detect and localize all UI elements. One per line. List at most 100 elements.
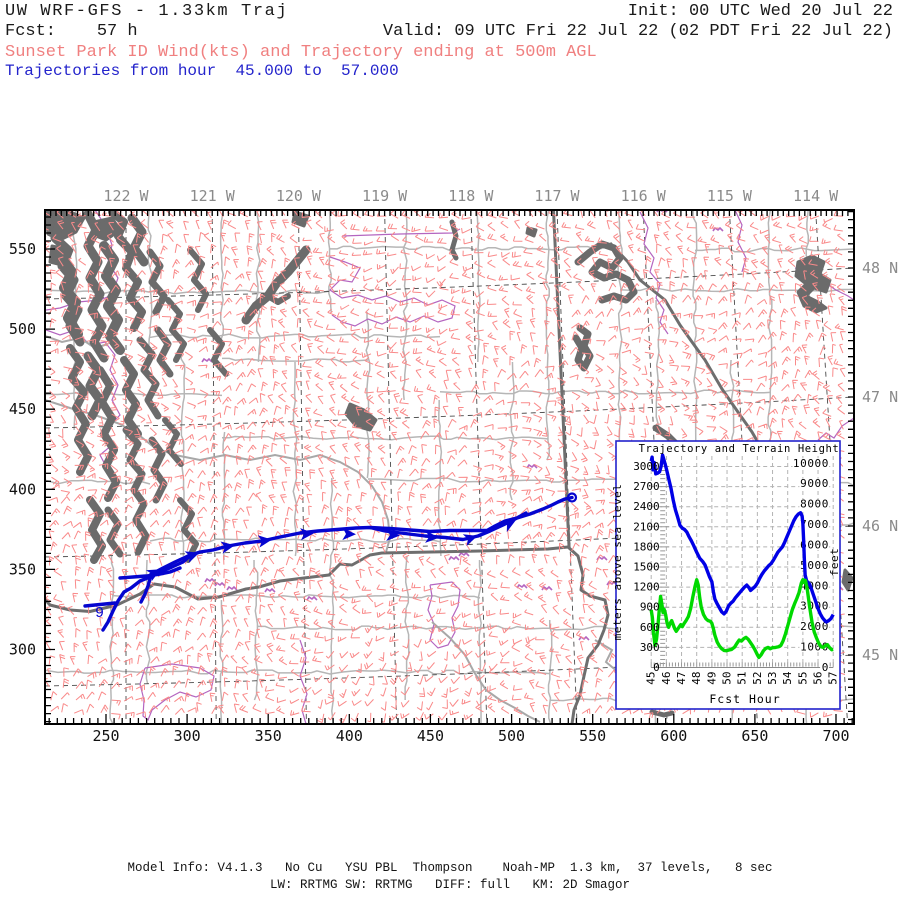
- trajectory-end-marker: [566, 492, 578, 503]
- trajectory-arrowhead: [257, 535, 272, 548]
- longitude-label: 118 W: [448, 187, 494, 205]
- inset-meters-tick-label: 900: [640, 601, 660, 614]
- inset-feet-labels: 0100020003000400050006000700080009000100…: [792, 457, 829, 674]
- inset-hour-tick-label: 55: [796, 672, 809, 685]
- feet-label-bg: [792, 458, 829, 469]
- trajectory-arrowhead: [342, 527, 356, 541]
- y-axis-tick-label: 450: [9, 400, 36, 418]
- model-title: UW WRF-GFS - 1.33km Traj: [5, 2, 289, 21]
- init-time: Init: 00 UTC Wed 20 Jul 22: [627, 2, 893, 21]
- inset-hour-tick-label: 49: [705, 672, 718, 685]
- feet-label-bg: [799, 539, 829, 550]
- forecast-hour: Fcst: 57 h: [5, 22, 138, 41]
- inset-series-terrain-height: [649, 578, 834, 660]
- trajectory-arrowhead: [184, 551, 200, 563]
- inset-meters-tick-label: 1200: [633, 581, 660, 594]
- inset-labels: 0 300 600 900 1200 1500 1800 2100 2400 2700 3000 45…: [611, 443, 841, 706]
- inset-xlabel: Fcst Hour: [709, 692, 780, 706]
- longitude-label: 119 W: [362, 187, 408, 205]
- inset-meters-tick-label: 2100: [633, 520, 660, 533]
- y-axis-tick-label: 550: [9, 240, 36, 258]
- inset-meters-tick-label: 600: [640, 621, 660, 634]
- valid-time: Valid: 09 UTC Fri 22 Jul 22 (02 PDT Fri …: [382, 22, 893, 41]
- inset-feet-tick-label: 5000: [800, 559, 829, 572]
- inset-feet-tick-label: 1000: [800, 641, 829, 654]
- inset-feet-tick-label: 9000: [800, 477, 829, 490]
- y-axis-tick-label: 300: [9, 641, 36, 659]
- inset-meters-tick-label: 3000: [633, 460, 660, 473]
- longitude-label: 122 W: [103, 187, 149, 205]
- trajectory-start-label: 9: [95, 605, 104, 622]
- plot-subtitle: Sunset Park ID Wind(kts) and Trajectory …: [5, 43, 597, 62]
- axis-ticks: [45, 210, 854, 724]
- inset-title: Trajectory and Terrain Height: [639, 443, 840, 455]
- inset-ylabel-right: feet: [828, 548, 841, 577]
- longitude-label: 115 W: [707, 187, 753, 205]
- x-axis-tick-label: 350: [255, 727, 282, 745]
- trajectory-hour-range: Trajectories from hour 45.000 to 57.000: [5, 62, 399, 80]
- inset-meters-tick-label: 0: [653, 661, 660, 674]
- inset-hour-tick-label: 45: [645, 672, 658, 685]
- inset-hour-tick-label: 46: [660, 672, 673, 685]
- x-axis-tick-label: 450: [417, 727, 444, 745]
- inset-feet-tick-label: 3000: [800, 600, 829, 613]
- inset-hour-tick-label: 50: [721, 672, 734, 685]
- x-axis-tick-label: 250: [92, 727, 119, 745]
- inset-meters-tick-label: 2400: [633, 500, 660, 513]
- y-axis-tick-label: 400: [9, 480, 36, 498]
- feet-label-bg: [799, 580, 829, 591]
- inset-feet-tick-label: 10000: [793, 457, 829, 470]
- inset-hour-tick-label: 57: [827, 672, 840, 685]
- feet-label-bg: [799, 642, 829, 653]
- inset-gridlines: [650, 456, 834, 668]
- inset-hour-tick-label: 51: [736, 672, 749, 685]
- feet-label-bg: [799, 499, 829, 510]
- x-axis-tick-label: 500: [498, 727, 525, 745]
- x-axis-tick-label: 700: [822, 727, 849, 745]
- inset-hour-tick-label: 52: [751, 672, 764, 685]
- x-axis-tick-label: 400: [336, 727, 363, 745]
- inset-meters-tick-label: 300: [640, 641, 660, 654]
- longitude-label: 114 W: [793, 187, 839, 205]
- trajectory-arrowhead: [300, 528, 314, 541]
- inset-hour-tick-label: 54: [781, 671, 794, 685]
- state-border-layer: [46, 211, 762, 723]
- inset-feet-tick-label: 0: [822, 661, 829, 674]
- longitude-label: 116 W: [621, 187, 667, 205]
- latitude-label: 46 N: [862, 517, 898, 535]
- feet-label-bg: [799, 519, 829, 530]
- trajectory-arrowhead: [386, 528, 400, 541]
- inset-ylabel-left: meters above sea level: [611, 484, 624, 641]
- feet-label-bg: [820, 662, 829, 673]
- x-axis-tick-label: 550: [579, 727, 606, 745]
- trajectory-arrowhead: [220, 541, 235, 554]
- trajectory-arrowhead: [146, 569, 161, 582]
- latitude-label: 45 N: [862, 646, 898, 664]
- inset-hour-tick-label: 56: [812, 672, 825, 685]
- trajectory-arrowhead: [462, 534, 478, 546]
- feet-label-bg: [799, 601, 829, 612]
- longitude-label: 121 W: [190, 187, 236, 205]
- model-info-line1: Model Info: V4.1.3 No Cu YSU PBL Thompso…: [127, 861, 773, 875]
- feet-label-bg: [799, 560, 829, 571]
- inset-series-trajectory-height: [649, 453, 835, 624]
- inset-meters-tick-label: 1800: [633, 540, 660, 553]
- model-info-line2: LW: RRTMG SW: RRTMG DIFF: full KM: 2D Sm…: [269, 878, 631, 892]
- inset-hour-tick-label: 48: [690, 672, 703, 685]
- inset-feet-tick-label: 8000: [800, 498, 829, 511]
- trajectory-arrowhead: [501, 520, 516, 533]
- inset-meters-tick-label: 2700: [633, 480, 660, 493]
- x-axis-tick-label: 650: [741, 727, 768, 745]
- longitude-label: 117 W: [534, 187, 580, 205]
- feet-label-bg: [799, 478, 829, 489]
- trajectory-arrowhead: [425, 530, 439, 543]
- trajectory-layer: 9: [83, 492, 578, 632]
- latitude-label: 48 N: [862, 259, 898, 277]
- inset-meters-tick-label: 1500: [633, 561, 660, 574]
- latitude-label: 47 N: [862, 388, 898, 406]
- y-axis-tick-label: 350: [9, 560, 36, 578]
- inset-chart: 0100020003000400050006000700080009000100…: [611, 440, 841, 710]
- inset-hour-tick-label: 47: [675, 672, 688, 685]
